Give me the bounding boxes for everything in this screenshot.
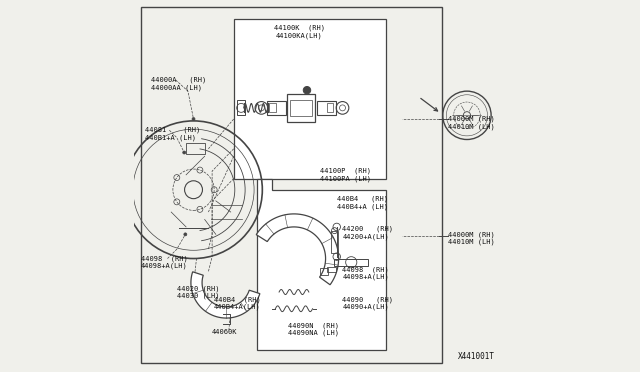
Bar (141, 7, 442, 363)
Bar (317, 101, 336, 115)
Text: 44090N  (RH)
44090NA (LH): 44090N (RH) 44090NA (LH) (289, 322, 339, 336)
Circle shape (183, 151, 186, 154)
Bar (326, 267, 336, 272)
Text: 44098  (RH)
44098+A(LH): 44098 (RH) 44098+A(LH) (141, 255, 188, 269)
Text: 44060K: 44060K (212, 329, 237, 335)
Bar (326, 103, 333, 112)
Bar (331, 231, 338, 253)
Text: 44020 (RH)
44030 (LH): 44020 (RH) 44030 (LH) (177, 285, 220, 299)
Text: 440B4   (RH)
440B4+A (LH): 440B4 (RH) 440B4+A (LH) (337, 196, 388, 210)
Bar (320, 268, 328, 275)
Bar (267, 101, 285, 115)
Text: 44098  (RH)
44098+A(LH): 44098 (RH) 44098+A(LH) (342, 266, 389, 280)
Bar (287, 94, 316, 122)
Bar (334, 259, 369, 266)
Text: 44000M (RH)
44010M (LH): 44000M (RH) 44010M (LH) (449, 231, 495, 245)
Text: 44081    (RH)
440B1+A (LH): 44081 (RH) 440B1+A (LH) (145, 127, 200, 141)
Text: X441001T: X441001T (458, 352, 495, 361)
Text: 44090   (RH)
44090+A(LH): 44090 (RH) 44090+A(LH) (342, 296, 394, 310)
Polygon shape (257, 179, 386, 350)
Text: 440B4  (RH)
440B4+A(LH): 440B4 (RH) 440B4+A(LH) (214, 296, 260, 310)
Text: 44100P  (RH)
44100PA (LH): 44100P (RH) 44100PA (LH) (320, 168, 371, 182)
Circle shape (192, 118, 195, 121)
Polygon shape (256, 214, 339, 285)
Bar (234, 19, 386, 179)
Circle shape (184, 233, 187, 236)
Bar (237, 100, 245, 115)
Bar (186, 143, 205, 154)
Text: 44200   (RH)
44200+A(LH): 44200 (RH) 44200+A(LH) (342, 225, 394, 240)
Polygon shape (191, 272, 260, 318)
Bar (269, 103, 276, 112)
Bar (291, 99, 312, 116)
Text: 44000A   (RH)
44000AA (LH): 44000A (RH) 44000AA (LH) (151, 77, 206, 91)
Text: 44000M (RH)
44010M (LH): 44000M (RH) 44010M (LH) (449, 116, 495, 130)
Text: 44100K  (RH)
44100KA(LH): 44100K (RH) 44100KA(LH) (274, 25, 325, 39)
Circle shape (303, 86, 310, 94)
